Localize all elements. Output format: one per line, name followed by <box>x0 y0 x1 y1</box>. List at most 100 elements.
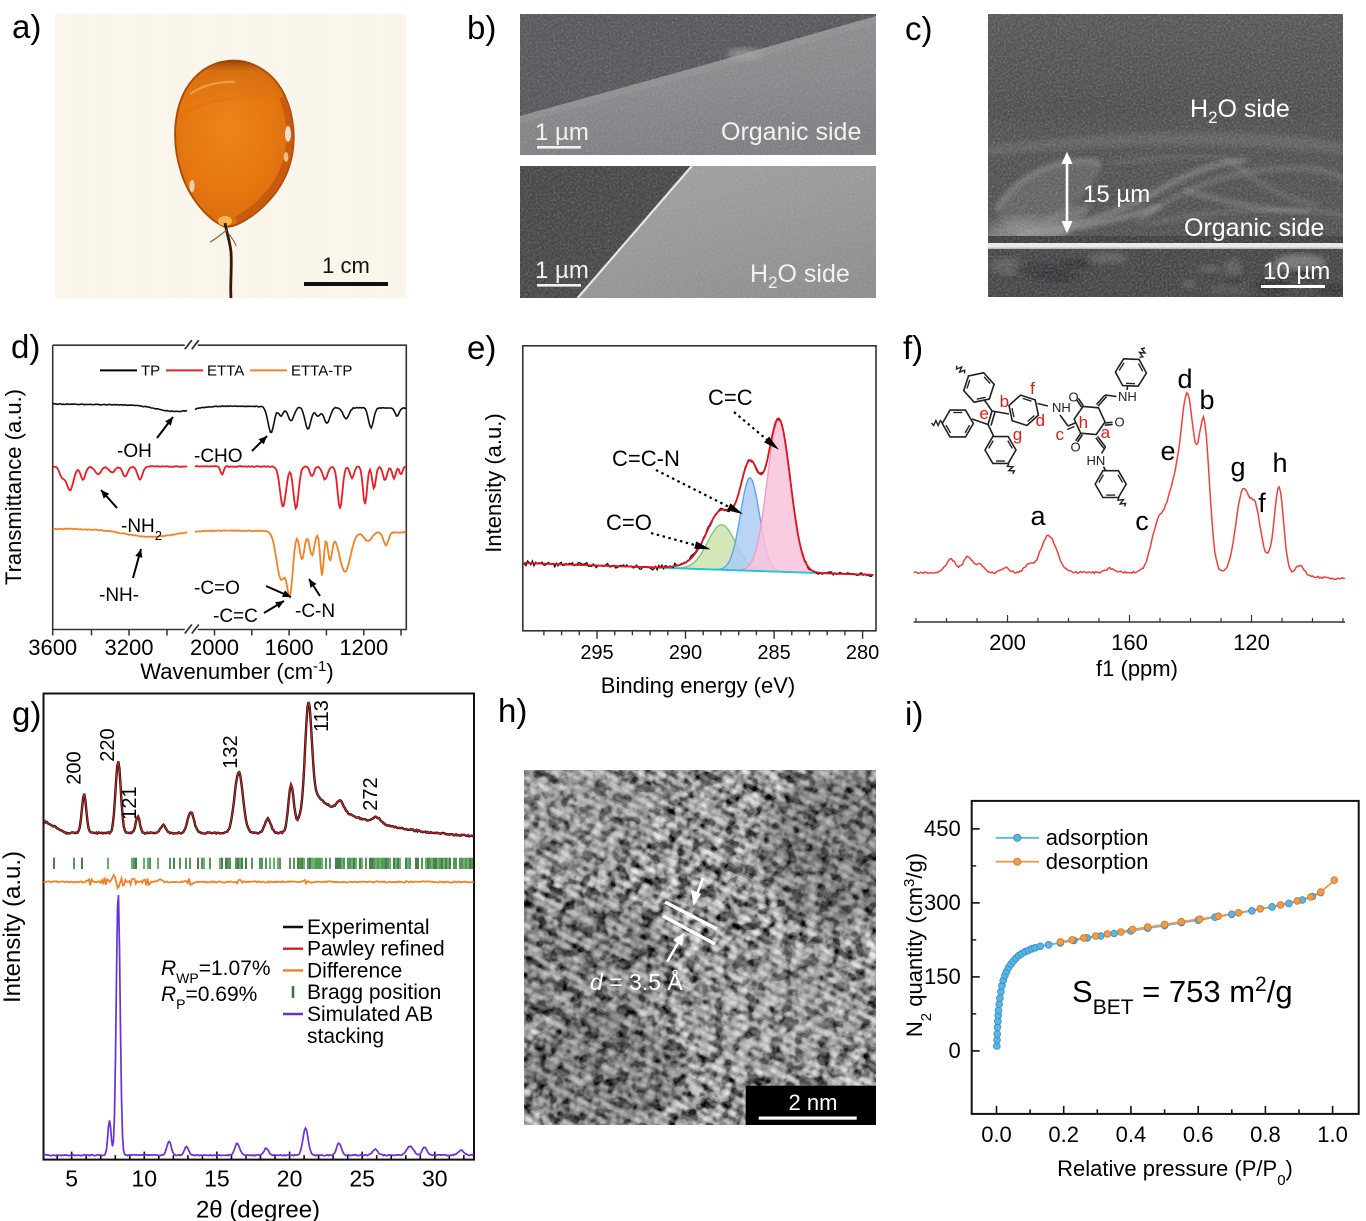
svg-text:C=O: C=O <box>606 510 652 535</box>
svg-text:3600: 3600 <box>28 635 77 660</box>
svg-text:1 µm: 1 µm <box>535 257 589 284</box>
svg-text:1600: 1600 <box>265 635 314 660</box>
svg-text:H2O side: H2O side <box>750 260 850 292</box>
svg-text:Relative pressure (P/P0): Relative pressure (P/P0) <box>1057 1156 1293 1189</box>
svg-text:g: g <box>1230 452 1245 482</box>
svg-text:-C=C: -C=C <box>213 606 258 627</box>
svg-text:stacking: stacking <box>307 1025 384 1048</box>
svg-text:220: 220 <box>97 728 119 761</box>
svg-text:NH: NH <box>1118 389 1137 404</box>
svg-text:-NH-: -NH- <box>99 585 139 606</box>
svg-text:a: a <box>1030 501 1046 531</box>
svg-text:TP: TP <box>141 363 160 380</box>
svg-text:Organic side: Organic side <box>721 118 861 146</box>
svg-text:121: 121 <box>119 786 141 819</box>
svg-text:Pawley refined: Pawley refined <box>307 938 445 961</box>
svg-text:5: 5 <box>65 1166 78 1192</box>
svg-text:2θ (degree): 2θ (degree) <box>196 1197 320 1221</box>
svg-text:450: 450 <box>924 816 961 841</box>
svg-text:113: 113 <box>311 700 333 732</box>
svg-text:300: 300 <box>924 890 961 915</box>
svg-text:Simulated AB: Simulated AB <box>307 1003 433 1026</box>
svg-text:e: e <box>1160 436 1175 466</box>
svg-text:285: 285 <box>757 642 790 664</box>
svg-text:b: b <box>1000 392 1009 411</box>
svg-text:N2 quantity (cm3/g): N2 quantity (cm3/g) <box>901 853 935 1037</box>
svg-text:c: c <box>1135 506 1149 536</box>
svg-text:132: 132 <box>220 735 242 768</box>
svg-text:C=C-N: C=C-N <box>612 446 680 471</box>
svg-text:1.0: 1.0 <box>1317 1122 1348 1147</box>
svg-text:2 nm: 2 nm <box>789 1090 838 1115</box>
svg-text:RWP=1.07%: RWP=1.07% <box>161 957 271 986</box>
svg-text:-CHO: -CHO <box>194 446 243 467</box>
svg-text:h: h <box>1079 413 1088 432</box>
svg-text:Organic side: Organic side <box>1184 214 1324 242</box>
svg-text:280: 280 <box>846 642 879 664</box>
svg-text:2000: 2000 <box>190 635 239 660</box>
svg-text:200: 200 <box>63 751 85 784</box>
svg-text:c: c <box>1055 425 1064 444</box>
svg-text:a: a <box>1101 423 1111 442</box>
svg-text:g: g <box>1013 425 1022 444</box>
svg-text:120: 120 <box>1233 630 1270 655</box>
svg-text:30: 30 <box>422 1166 448 1192</box>
svg-text:150: 150 <box>924 964 961 989</box>
svg-text:HN: HN <box>1087 453 1106 468</box>
svg-text:Transmittance (a.u.): Transmittance (a.u.) <box>1 389 26 585</box>
svg-text:0.2: 0.2 <box>1048 1122 1079 1147</box>
svg-text:15: 15 <box>204 1166 230 1192</box>
svg-text:ETTA: ETTA <box>207 363 244 380</box>
svg-text:25: 25 <box>349 1166 375 1192</box>
svg-text:290: 290 <box>669 642 702 664</box>
svg-text:10: 10 <box>132 1166 158 1192</box>
svg-text:0.0: 0.0 <box>981 1122 1012 1147</box>
svg-text:f: f <box>1030 379 1035 398</box>
svg-text:f1 (ppm): f1 (ppm) <box>1096 656 1178 681</box>
svg-text:h: h <box>1272 448 1287 478</box>
svg-text:f: f <box>1258 488 1266 518</box>
svg-text:272: 272 <box>360 777 382 810</box>
svg-text:Experimental: Experimental <box>307 916 430 939</box>
svg-text:H2O side: H2O side <box>1190 95 1290 127</box>
svg-text:10 µm: 10 µm <box>1263 258 1330 285</box>
svg-text:d: d <box>1036 411 1045 430</box>
svg-text:15 µm: 15 µm <box>1083 181 1150 208</box>
svg-text:0.6: 0.6 <box>1183 1122 1214 1147</box>
svg-text:20: 20 <box>277 1166 303 1192</box>
svg-text:3200: 3200 <box>105 635 154 660</box>
svg-text:O: O <box>1069 390 1079 405</box>
svg-text:Bragg position: Bragg position <box>307 981 441 1004</box>
svg-text:d = 3.5 Å: d = 3.5 Å <box>590 968 683 995</box>
svg-text:b: b <box>1199 385 1214 415</box>
svg-text:0: 0 <box>948 1038 960 1063</box>
svg-text:-C-N: -C-N <box>295 601 335 622</box>
svg-text:O: O <box>1071 440 1081 455</box>
svg-text:adsorption: adsorption <box>1046 825 1149 850</box>
svg-text:C=C: C=C <box>708 385 753 410</box>
svg-text:Binding energy (eV): Binding energy (eV) <box>601 673 795 698</box>
svg-text:Wavenumber (cm-1): Wavenumber (cm-1) <box>140 658 333 685</box>
svg-text:0.4: 0.4 <box>1116 1122 1147 1147</box>
svg-text:1 cm: 1 cm <box>322 253 370 278</box>
svg-text:200: 200 <box>989 630 1026 655</box>
svg-text:Intensity (a.u.): Intensity (a.u.) <box>481 413 506 552</box>
svg-text:d: d <box>1177 364 1192 394</box>
svg-text:-NH2: -NH2 <box>121 516 162 543</box>
svg-text:desorption: desorption <box>1046 849 1149 874</box>
svg-text:RP=0.69%: RP=0.69% <box>161 983 257 1012</box>
svg-text:1 µm: 1 µm <box>535 119 589 146</box>
svg-text:0.8: 0.8 <box>1250 1122 1281 1147</box>
svg-text:O: O <box>1115 415 1125 430</box>
svg-text:e: e <box>979 404 988 423</box>
svg-text:1200: 1200 <box>339 635 388 660</box>
svg-text:160: 160 <box>1111 630 1148 655</box>
svg-text:295: 295 <box>580 642 613 664</box>
svg-text:ETTA-TP: ETTA-TP <box>291 363 352 380</box>
svg-text:Intensity (a.u.): Intensity (a.u.) <box>0 851 26 1003</box>
svg-text:Difference: Difference <box>307 959 402 982</box>
svg-text:NH: NH <box>1052 400 1071 415</box>
svg-text:SBET = 753 m2/g: SBET = 753 m2/g <box>1072 973 1293 1019</box>
svg-text:-OH: -OH <box>117 441 152 462</box>
svg-text:-C=O: -C=O <box>194 578 240 599</box>
